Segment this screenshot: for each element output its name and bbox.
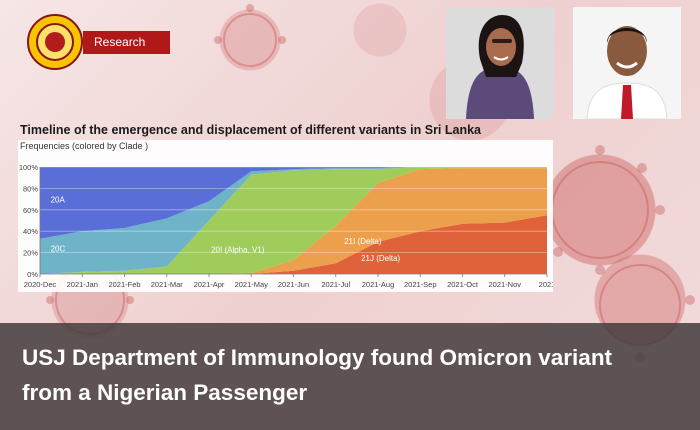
series-label: 20A xyxy=(51,195,66,204)
x-tick-label: 2021-Jan xyxy=(67,280,98,289)
y-tick-label: 0% xyxy=(27,270,38,279)
chart-subtitle: Frequencies (colored by Clade ) xyxy=(20,141,149,151)
variant-frequency-chart: 0% 20% 40% 60% 80% 100% 2020-Dec 2021-Jan 2021-F… xyxy=(19,163,553,289)
x-tick-label: 2021-May xyxy=(235,280,269,289)
woman-portrait-photo xyxy=(446,7,554,119)
x-tick-label: 2021-Sep xyxy=(404,280,437,289)
x-tick-label: 2020-Dec xyxy=(24,280,57,289)
headline-band xyxy=(0,323,700,430)
y-tick-label: 20% xyxy=(23,249,38,258)
series-label: 20I (Alpha, V1) xyxy=(211,246,265,255)
x-tick-label: 2021-Jul xyxy=(321,280,350,289)
research-category-tag[interactable]: Research xyxy=(83,31,170,54)
x-tick-label: 2021-Nov xyxy=(488,280,521,289)
x-tick-label: 2021-Jun xyxy=(278,280,309,289)
area-series-20c xyxy=(40,167,547,274)
series-label: 20C xyxy=(51,245,66,254)
headline-line-2[interactable]: from a Nigerian Passenger xyxy=(22,380,308,405)
area-series-21i-delta- xyxy=(40,168,547,274)
series-label: 21J (Delta) xyxy=(361,254,400,263)
x-tick-label: 2021-Feb xyxy=(108,280,140,289)
chart-title: Timeline of the emergence and displaceme… xyxy=(20,123,482,137)
y-tick-label: 40% xyxy=(23,227,38,236)
series-label: 21I (Delta) xyxy=(344,237,382,246)
man-portrait-photo xyxy=(573,7,681,119)
y-tick-label: 80% xyxy=(23,184,38,193)
crest-center-icon xyxy=(45,32,65,52)
area-series-21j-delta- xyxy=(40,215,547,274)
x-tick-label: 2021-Apr xyxy=(194,280,225,289)
x-tick-label: 2021-Oct xyxy=(447,280,479,289)
y-tick-label: 100% xyxy=(19,163,39,172)
chart-panel: 0% 20% 40% 60% 80% 100% 2020-Dec 2021-Jan 2021-F… xyxy=(18,140,553,292)
y-tick-label: 60% xyxy=(23,206,38,215)
headline-line-1[interactable]: USJ Department of Immunology found Omicr… xyxy=(22,345,613,370)
x-tick-label: 2021-Mar xyxy=(151,280,184,289)
area-series-20a xyxy=(40,167,547,239)
x-tick-label: 2021 xyxy=(539,280,553,289)
area-series-20i-alpha-v1- xyxy=(40,167,547,274)
x-tick-label: 2021-Aug xyxy=(362,280,395,289)
university-logo[interactable] xyxy=(27,14,83,70)
